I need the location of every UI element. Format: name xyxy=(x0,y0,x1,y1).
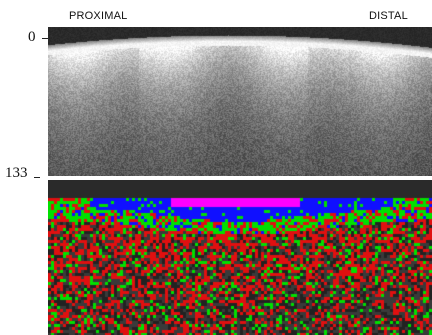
color-coded-depth-map xyxy=(48,180,432,335)
depth-tick-0: 0 xyxy=(28,29,36,45)
tick-mark-0 xyxy=(42,38,48,39)
proximal-label: PROXIMAL xyxy=(69,10,128,22)
tick-mark-133 xyxy=(34,177,40,178)
depth-tick-133: 133 xyxy=(5,165,28,181)
distal-label: DISTAL xyxy=(369,10,408,22)
oct-grayscale-image xyxy=(48,27,432,176)
